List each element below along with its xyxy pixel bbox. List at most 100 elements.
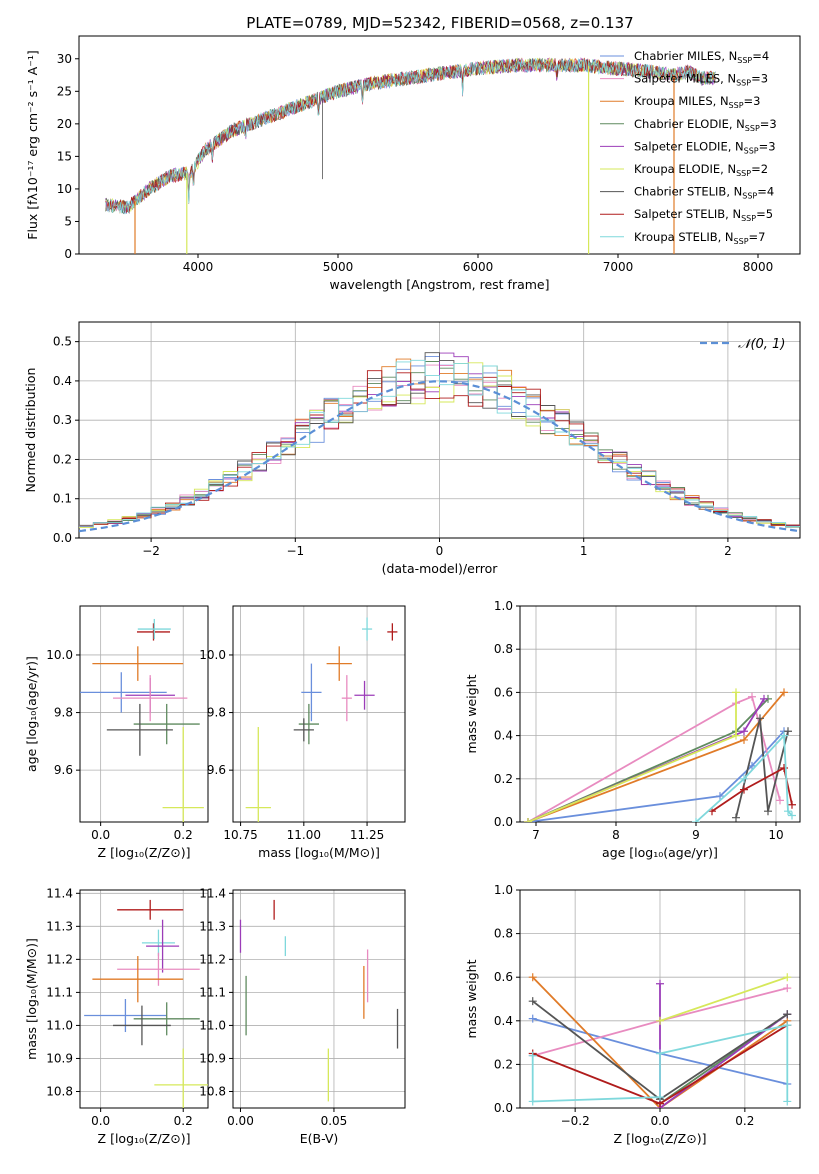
mass-vs-ebv-frame xyxy=(232,889,406,1109)
y-tick-label: 0.4 xyxy=(53,374,72,388)
x-tick-label: 0.05 xyxy=(321,1114,348,1128)
y-tick-label: 0.0 xyxy=(494,1101,513,1115)
y-tick-label: 11.2 xyxy=(199,952,226,966)
y-tick-label: 11.1 xyxy=(199,985,226,999)
weight-marker xyxy=(780,731,788,740)
x-tick-label: 10.75 xyxy=(223,828,257,842)
plot-layer: 4000 5000 6000 7000 8000051015202530waveleng… xyxy=(23,35,801,1146)
y-tick-label: 10.8 xyxy=(199,1084,226,1098)
errorbar-point xyxy=(136,623,171,641)
legend-sub: SSP xyxy=(745,124,760,133)
errorbar-point xyxy=(326,646,352,681)
x-tick-label: 10 xyxy=(768,828,783,842)
weight-marker xyxy=(783,1021,792,1030)
legend-tail: =3 xyxy=(751,72,768,86)
legend-tail: =4 xyxy=(752,49,769,63)
age-vs-z-ylabel: age [log₁₀(age/yr)] xyxy=(24,656,39,772)
weight-marker xyxy=(732,731,740,740)
errorbar-point xyxy=(92,956,184,1003)
weight-vs-z-axes: −0.2 0.0 0.2 0.0 0.2 0.4 0.6 0.8 1.0 Z [log₁₀(Z/Z… xyxy=(464,883,801,1146)
x-tick-label: 8 xyxy=(612,828,620,842)
weight-marker xyxy=(740,785,748,794)
legend-tail: =3 xyxy=(760,117,777,131)
y-tick-label: 0.5 xyxy=(53,335,72,349)
legend-sub: SSP xyxy=(744,146,759,155)
errorbar-point xyxy=(146,919,180,973)
y-tick-label: 11.4 xyxy=(46,886,73,900)
errorbar-point xyxy=(80,672,167,713)
legend-sub: SSP xyxy=(729,101,744,110)
mass-vs-z-ylabel: mass [log₁₀(M/M⊙)] xyxy=(24,938,39,1060)
y-tick-label: 11.1 xyxy=(46,985,73,999)
y-tick-label: 11.3 xyxy=(199,919,226,933)
weight-marker xyxy=(783,1010,792,1019)
errorbar-point xyxy=(92,646,184,681)
x-tick-label: 8000 xyxy=(743,260,774,274)
x-tick-label: −0.2 xyxy=(561,1114,590,1128)
weight-marker xyxy=(656,1093,664,1102)
weight-marker xyxy=(692,818,700,822)
spectrum-series-4 xyxy=(105,57,716,215)
x-tick-label: 0.2 xyxy=(174,1114,193,1128)
weight-marker xyxy=(528,1051,537,1060)
weight-series-5 xyxy=(659,976,788,1022)
y-tick-label: 10.0 xyxy=(46,648,73,662)
x-tick-label: 6000 xyxy=(463,260,494,274)
errorbar-point xyxy=(162,726,204,822)
residuals-xlabel: (data-model)/error xyxy=(382,561,499,576)
errorbar-point xyxy=(298,703,319,745)
weight-marker xyxy=(732,688,740,697)
weight-marker xyxy=(784,807,792,816)
y-tick-label: 10.8 xyxy=(46,1084,73,1098)
errorbar-point xyxy=(301,663,322,722)
y-tick-label: 0.8 xyxy=(494,642,513,656)
legend-tail: =3 xyxy=(759,139,776,153)
weight-series-1 xyxy=(527,695,781,822)
y-tick-label: 11.2 xyxy=(46,952,73,966)
weight-marker xyxy=(740,727,748,736)
y-tick-label: 11.4 xyxy=(199,886,226,900)
weight-vs-age-ylabel: mass weight xyxy=(464,674,479,753)
weight-vs-z-xlabel: Z [log₁₀(Z/Z⊙)] xyxy=(614,1131,707,1146)
legend-tail: =4 xyxy=(757,185,774,199)
weight-series-4 xyxy=(659,983,788,1108)
y-tick-label: 0.8 xyxy=(494,927,513,941)
weight-series-2 xyxy=(532,976,788,1108)
x-tick-label: 5000 xyxy=(323,260,354,274)
x-tick-label: 7000 xyxy=(603,260,634,274)
x-tick-label: 0.2 xyxy=(174,828,193,842)
weight-series-0 xyxy=(527,730,785,822)
legend-tail: =5 xyxy=(756,207,773,221)
age-vs-mass-plot xyxy=(245,617,398,822)
legend-label: Chabrier STELIB, N xyxy=(634,185,742,199)
y-tick-label: 0.4 xyxy=(494,729,513,743)
errorbar-point xyxy=(362,617,373,641)
legend-label: Chabrier MILES, N xyxy=(634,49,737,63)
weight-marker xyxy=(656,1049,664,1058)
y-tick-label: 9.6 xyxy=(54,763,73,777)
legend-sub: SSP xyxy=(741,214,756,223)
errorbar-point xyxy=(113,675,188,722)
y-tick-label: 10.0 xyxy=(199,648,226,662)
weight-marker xyxy=(756,714,764,723)
weight-series-5 xyxy=(527,692,737,822)
age-vs-z-axes: 0.0 0.2 9.6 9.8 10.0 Z [log₁₀(Z/Z⊙)] age [log₁… xyxy=(24,605,209,860)
spectrum-series-8 xyxy=(105,58,716,215)
weight-vs-age-axes: 7 8 9 10 0.0 0.2 0.4 0.6 0.8 1.0 age [log₁₀(age/yr… xyxy=(464,599,801,860)
weight-marker xyxy=(784,727,792,736)
y-tick-label: 0.4 xyxy=(494,1014,513,1028)
weight-marker xyxy=(764,807,772,816)
x-tick-label: 11.00 xyxy=(287,828,321,842)
errorbar-point xyxy=(133,1002,200,1036)
x-tick-label: 0.0 xyxy=(91,1114,110,1128)
weight-series-3 xyxy=(527,698,769,822)
age-vs-z-frame xyxy=(79,605,209,823)
weight-series-7 xyxy=(711,766,793,812)
weight-marker xyxy=(716,792,724,801)
mass-vs-z-plot xyxy=(84,899,208,1108)
legend-label: Salpeter STELIB, N xyxy=(634,207,741,221)
y-tick-label: 0.6 xyxy=(494,970,513,984)
legend-tail: =3 xyxy=(744,94,761,108)
weight-marker xyxy=(740,774,748,783)
x-tick-label: 4000 xyxy=(183,260,214,274)
